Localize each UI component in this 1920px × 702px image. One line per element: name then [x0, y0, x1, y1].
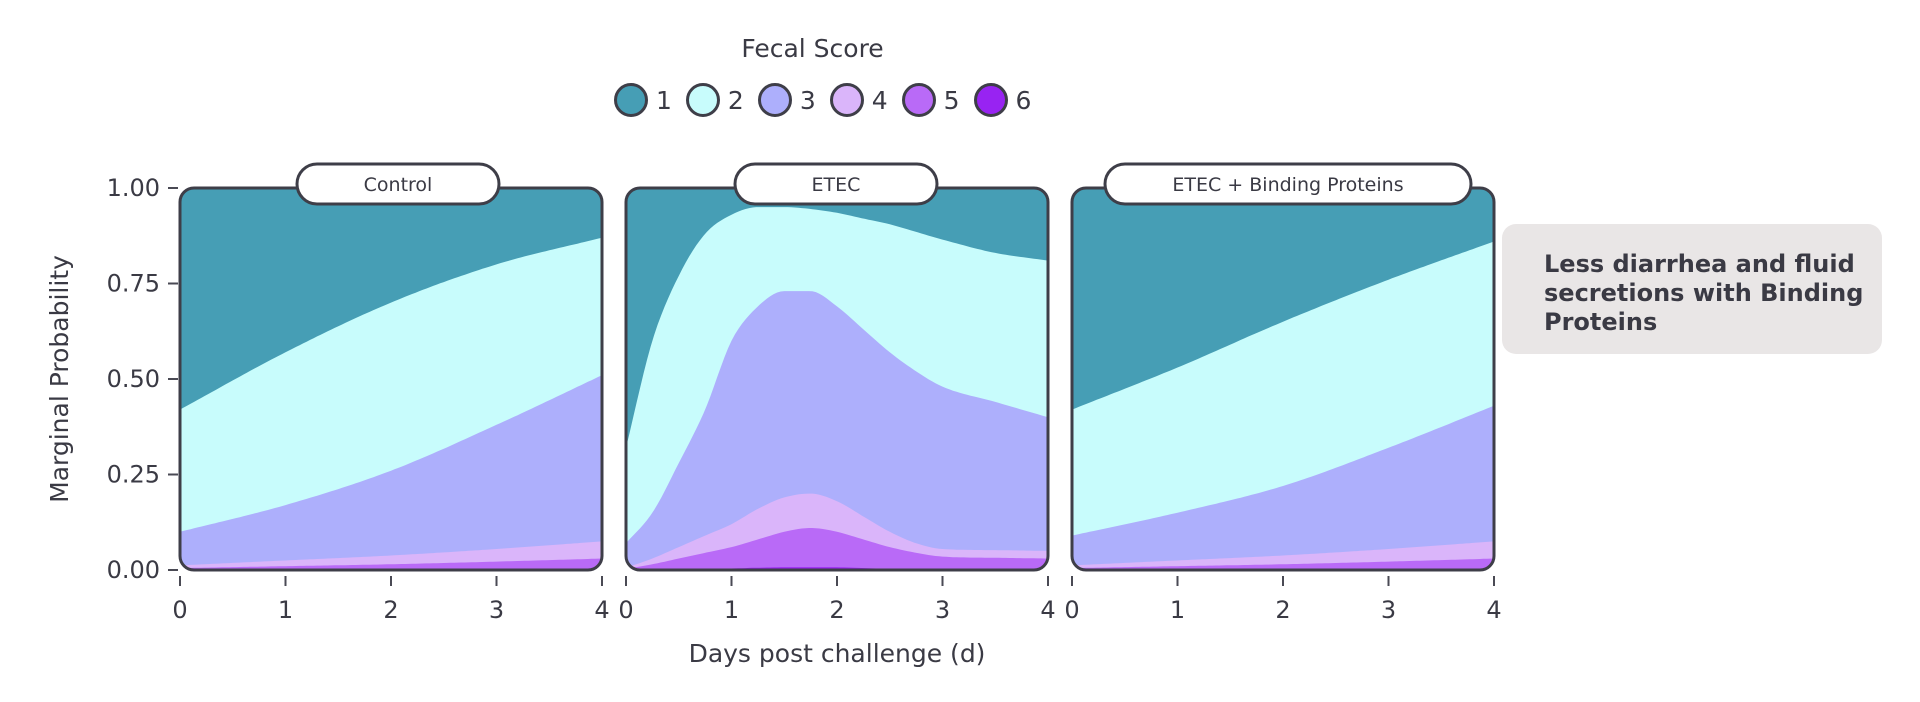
x-tick-label: 0: [172, 596, 187, 624]
panel-areas: [626, 188, 1048, 570]
panel-1: Control 0 1 2 3 4: [172, 162, 610, 624]
legend-item-5: 5: [901, 83, 960, 117]
y-tick-label: 0.00: [107, 556, 160, 584]
x-tick-label: 3: [489, 596, 504, 624]
y-axis-label: Marginal Probability: [45, 255, 74, 503]
y-tick-label: 0.50: [107, 365, 160, 393]
x-tick-label: 0: [1064, 596, 1079, 624]
legend-item-6: 6: [973, 83, 1032, 117]
x-tick-label: 2: [383, 596, 398, 624]
legend-label: 6: [1015, 85, 1032, 115]
legend-item-2: 2: [685, 83, 744, 117]
legend-label: 4: [871, 85, 888, 115]
legend-item-1: 1: [614, 83, 672, 117]
legend: 1 2 3 4 5 6: [614, 78, 1045, 122]
panel-title-box: [733, 162, 939, 206]
area-score-3: [626, 291, 1048, 570]
legend-swatch: [829, 83, 864, 117]
x-tick-label: 2: [829, 596, 844, 624]
x-tick-label: 4: [1486, 596, 1501, 624]
x-tick-label: 1: [1170, 596, 1185, 624]
panel-areas: [180, 188, 602, 570]
area-score-3: [180, 375, 602, 570]
x-tick-label: 1: [724, 596, 739, 624]
x-tick-label: 4: [594, 596, 609, 624]
legend-item-4: 4: [829, 83, 888, 117]
legend-title: Fecal Score: [741, 34, 884, 63]
area-score-5: [1072, 558, 1494, 570]
panel-3: ETEC + Binding Proteins 0 1 2 3 4: [1064, 162, 1502, 624]
x-tick-label: 1: [278, 596, 293, 624]
y-tick-label: 0.25: [107, 461, 160, 489]
legend-swatch: [973, 83, 1008, 117]
legend-item-3: 3: [757, 83, 816, 117]
legend-swatch: [685, 83, 720, 117]
panel-title: ETEC + Binding Proteins: [1172, 174, 1403, 196]
panel-title: ETEC: [812, 174, 861, 196]
x-axis-label: Days post challenge (d): [689, 639, 986, 668]
x-tick-label: 3: [935, 596, 950, 624]
legend-label: 1: [656, 85, 672, 115]
legend-swatch: [757, 83, 792, 117]
area-score-5: [180, 558, 602, 570]
legend-swatch: [901, 83, 936, 117]
panel-title-box: [1103, 162, 1473, 206]
panel-areas: [1072, 188, 1494, 570]
y-tick-label: 0.75: [107, 270, 160, 298]
annotation-box: Less diarrhea and fluid secretions with …: [1502, 224, 1882, 354]
x-tick-label: 0: [618, 596, 633, 624]
legend-label: 5: [943, 85, 960, 115]
area-score-5: [626, 528, 1048, 570]
legend-label: 2: [727, 85, 744, 115]
x-tick-label: 2: [1275, 596, 1290, 624]
panel-title-box: [295, 162, 501, 206]
x-tick-label: 3: [1381, 596, 1396, 624]
x-tick-label: 4: [1040, 596, 1055, 624]
y-tick-label: 1.00: [107, 174, 160, 202]
panel-title: Control: [364, 174, 433, 196]
annotation-text: Less diarrhea and fluid secretions with …: [1544, 250, 1864, 336]
legend-swatch: [614, 83, 648, 117]
area-score-3: [1072, 405, 1494, 570]
panel-2: ETEC 0 1 2 3 4: [618, 162, 1056, 624]
legend-label: 3: [799, 85, 816, 115]
